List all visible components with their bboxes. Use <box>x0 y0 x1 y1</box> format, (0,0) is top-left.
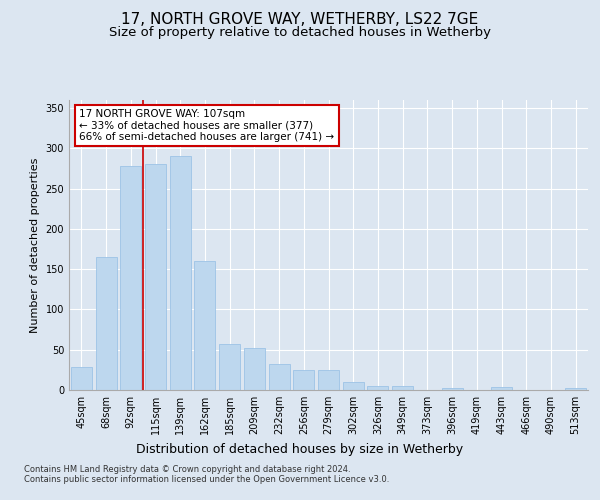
Bar <box>565 388 586 390</box>
Bar <box>145 164 166 390</box>
Bar <box>244 348 265 390</box>
Bar <box>442 388 463 390</box>
Bar <box>120 166 141 390</box>
Text: Size of property relative to detached houses in Wetherby: Size of property relative to detached ho… <box>109 26 491 39</box>
Text: Contains HM Land Registry data © Crown copyright and database right 2024.
Contai: Contains HM Land Registry data © Crown c… <box>24 465 389 484</box>
Bar <box>343 382 364 390</box>
Bar <box>194 261 215 390</box>
Bar <box>392 386 413 390</box>
Bar <box>71 368 92 390</box>
Bar <box>95 257 116 390</box>
Bar <box>170 156 191 390</box>
Bar <box>293 370 314 390</box>
Bar <box>269 364 290 390</box>
Bar <box>367 386 388 390</box>
Bar <box>219 344 240 390</box>
Text: 17 NORTH GROVE WAY: 107sqm
← 33% of detached houses are smaller (377)
66% of sem: 17 NORTH GROVE WAY: 107sqm ← 33% of deta… <box>79 108 335 142</box>
Text: 17, NORTH GROVE WAY, WETHERBY, LS22 7GE: 17, NORTH GROVE WAY, WETHERBY, LS22 7GE <box>121 12 479 28</box>
Bar <box>318 370 339 390</box>
Bar <box>491 387 512 390</box>
Text: Distribution of detached houses by size in Wetherby: Distribution of detached houses by size … <box>136 442 464 456</box>
Y-axis label: Number of detached properties: Number of detached properties <box>30 158 40 332</box>
